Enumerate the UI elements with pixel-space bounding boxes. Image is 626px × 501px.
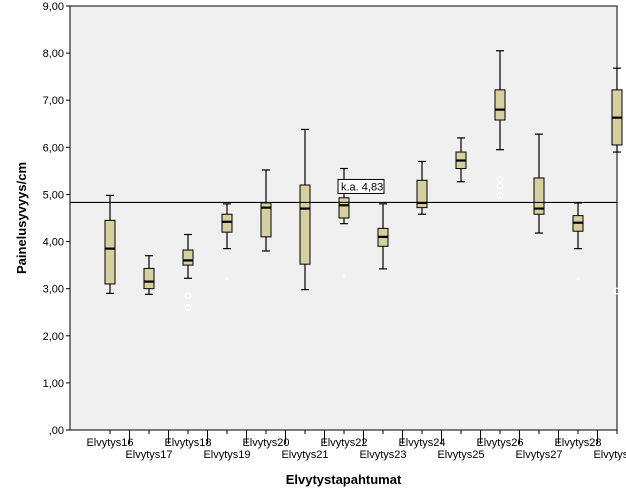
- iqr-box: [104, 219, 116, 285]
- box-Elvytys16: [104, 194, 116, 294]
- iqr-box: [299, 184, 311, 265]
- box-Elvytys19: *: [221, 203, 233, 285]
- box-Elvytys26: [494, 50, 506, 199]
- y-tick-label: 5,00: [43, 189, 64, 201]
- boxes-layer: * * *: [104, 50, 623, 311]
- x-category-label: Elvytys20: [242, 437, 289, 449]
- iqr-box: [338, 197, 350, 219]
- x-category-label: Elvytys25: [437, 449, 484, 461]
- x-category-label: Elvytys28: [554, 437, 601, 449]
- y-tick-label: ,00: [49, 425, 64, 437]
- outlier-point: [496, 182, 504, 190]
- x-category-label: Elvytys22: [320, 437, 367, 449]
- iqr-box: [416, 179, 428, 209]
- extreme-point: *: [576, 276, 580, 285]
- y-axis-title: Painelusyvyys/cm: [14, 162, 29, 274]
- y-tick-label: 8,00: [43, 48, 64, 60]
- x-category-label: Elvytys19: [203, 449, 250, 461]
- x-category-label: Elvytys23: [359, 449, 406, 461]
- box-Elvytys17: [143, 255, 155, 295]
- x-category-label: Elvytys21: [281, 449, 328, 461]
- iqr-box: [143, 267, 155, 290]
- box-Elvytys23: [377, 203, 389, 270]
- x-category-label: Elvytys29: [593, 449, 626, 461]
- reference-label-box: [337, 178, 385, 194]
- box-Elvytys25: [455, 137, 467, 183]
- outlier-point: [613, 287, 621, 295]
- box-Elvytys29: [611, 67, 623, 295]
- iqr-box: [494, 89, 506, 121]
- y-tick-label: 3,00: [43, 284, 64, 296]
- x-category-label: Elvytys27: [515, 449, 562, 461]
- box-Elvytys21: [299, 128, 311, 291]
- box-Elvytys18: [182, 233, 194, 311]
- reference-layer: k.a. 4,83: [70, 178, 617, 204]
- x-category-label: Elvytys24: [398, 437, 445, 449]
- outlier-point: [184, 292, 192, 300]
- y-tick-label: 7,00: [43, 95, 64, 107]
- iqr-box: [221, 213, 233, 233]
- x-category-label: Elvytys17: [125, 449, 172, 461]
- y-tick-label: 9,00: [43, 1, 64, 13]
- outlier-point: [496, 175, 504, 183]
- extreme-point: *: [342, 273, 346, 282]
- x-axis-title: Elvytystapahtumat: [286, 472, 402, 487]
- x-category-label: Elvytys26: [476, 437, 523, 449]
- iqr-box: [182, 249, 194, 266]
- y-tick-label: 6,00: [43, 142, 64, 154]
- x-category-label: Elvytys16: [86, 437, 133, 449]
- outlier-point: [496, 191, 504, 199]
- y-tick-label: 2,00: [43, 331, 64, 343]
- iqr-box: [533, 177, 545, 215]
- box-Elvytys27: [533, 133, 545, 234]
- y-tick-label: 1,00: [43, 378, 64, 390]
- box-Elvytys28: *: [572, 202, 584, 285]
- axes-layer: ,00 1,00 2,00 3,00 4,00 5,00 6,00 7,00 8,00 9,00 E…: [43, 1, 626, 461]
- y-tick-label: 4,00: [43, 237, 64, 249]
- x-category-label: Elvytys18: [164, 437, 211, 449]
- extreme-point: *: [225, 276, 229, 285]
- outlier-point: [184, 304, 192, 311]
- reference-label: k.a. 4,83: [341, 181, 383, 193]
